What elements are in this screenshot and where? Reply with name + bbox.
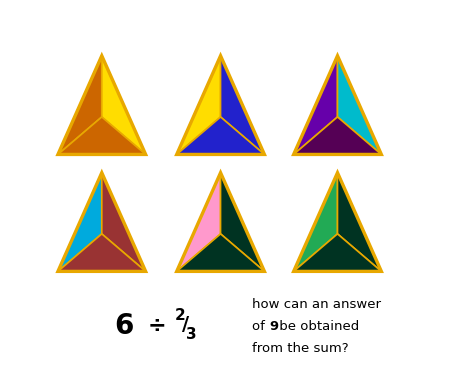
Polygon shape xyxy=(294,234,382,271)
Polygon shape xyxy=(102,173,146,271)
Polygon shape xyxy=(294,56,337,154)
Polygon shape xyxy=(177,56,220,154)
Polygon shape xyxy=(58,173,102,271)
Polygon shape xyxy=(58,117,146,154)
Polygon shape xyxy=(102,56,146,154)
Polygon shape xyxy=(177,173,220,271)
Polygon shape xyxy=(177,234,264,271)
Polygon shape xyxy=(220,56,264,154)
Text: 6: 6 xyxy=(114,312,133,340)
Text: 2: 2 xyxy=(175,308,186,324)
Text: /: / xyxy=(182,315,189,334)
Polygon shape xyxy=(58,56,102,154)
Text: 9: 9 xyxy=(269,320,278,333)
Polygon shape xyxy=(337,173,382,271)
Polygon shape xyxy=(177,117,264,154)
Polygon shape xyxy=(220,173,264,271)
Text: from the sum?: from the sum? xyxy=(252,342,348,355)
Text: ÷: ÷ xyxy=(147,316,166,336)
Text: be obtained: be obtained xyxy=(274,320,359,333)
Text: how can an answer: how can an answer xyxy=(252,298,381,311)
Polygon shape xyxy=(294,117,382,154)
Text: 3: 3 xyxy=(186,327,197,342)
Text: of: of xyxy=(252,320,269,333)
Polygon shape xyxy=(294,173,337,271)
Polygon shape xyxy=(337,56,382,154)
Polygon shape xyxy=(58,234,146,271)
